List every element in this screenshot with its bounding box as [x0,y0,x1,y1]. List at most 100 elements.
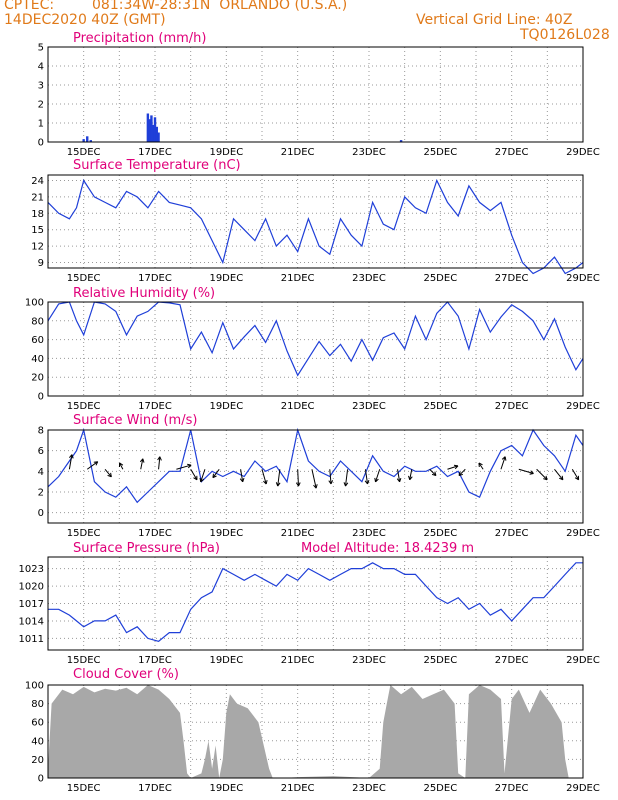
x-tick-label: 27DEC [495,147,529,158]
x-tick-label: 17DEC [138,273,172,284]
precip-bar [89,140,92,142]
wind-arrow-head [187,463,192,469]
panel-title: Precipitation (mm/h) [73,31,206,46]
wind-arrow [240,469,244,482]
x-tick-label: 15DEC [67,147,101,158]
wind-arrow [140,458,144,470]
wind-arrow [190,469,198,481]
y-tick-label: 40 [31,736,44,747]
y-tick-label: 4 [38,467,44,478]
y-tick-label: 1017 [19,599,44,610]
wind-arrow [277,469,281,487]
wind-arrow-head [478,462,483,468]
wind-arrow [554,468,564,481]
series-line [47,427,584,504]
precip-bar [150,115,153,142]
wind-arrow [536,468,548,481]
precip-bar [86,136,89,142]
x-tick-label: 15DEC [67,783,101,794]
wind-arrow [158,456,161,470]
precip-bar [148,119,151,142]
x-tick-label: 19DEC [209,655,243,666]
wind-arrow [571,469,580,481]
y-tick-label: 24 [31,176,44,187]
y-tick-label: 60 [31,335,44,346]
x-tick-label: 17DEC [138,528,172,539]
y-tick-label: 80 [31,316,44,327]
x-tick-label: 15DEC [67,401,101,412]
wind-arrow-head [529,470,534,475]
panel-title: Surface Wind (m/s) [73,413,197,428]
wind-arrow [518,468,534,474]
wind-arrow-head [313,484,318,489]
location-label: 081:34W-28:31N ORLANDO (U.S.A.) [92,0,348,13]
wind-arrow-head [199,477,205,483]
wind-arrow-head [157,456,162,461]
wind-arrow-head [239,477,245,483]
x-tick-label: 27DEC [495,273,529,284]
panel-annotation: Model Altitude: 18.4239 m [301,541,474,556]
x-tick-label: 15DEC [67,655,101,666]
wind-arrow-head [364,480,370,485]
x-tick-label: 21DEC [281,783,315,794]
y-tick-label: 40 [31,354,44,365]
x-tick-label: 19DEC [209,783,243,794]
wind-arrow-head [139,458,145,463]
wind-arrow [297,469,300,487]
wind-arrow-head [295,482,301,487]
precip-bar [155,126,158,142]
x-tick-label: 25DEC [423,273,457,284]
date-label: 14DEC2020 40Z (GMT) [4,12,166,28]
series-line [47,178,584,275]
wind-arrow-head [69,454,74,459]
panel-title: Surface Pressure (hPa) [73,541,220,556]
wind-arrow [345,469,349,487]
y-tick-label: 5 [38,43,44,54]
wind-arrow [409,469,413,480]
y-tick-label: 0 [38,138,44,149]
x-tick-label: 29DEC [566,655,600,666]
y-tick-label: 60 [31,718,44,729]
x-tick-label: 27DEC [495,401,529,412]
y-tick-label: 4 [38,62,44,73]
x-tick-label: 25DEC [423,147,457,158]
panel-frame [47,46,584,143]
x-tick-label: 17DEC [138,147,172,158]
panel-title: Surface Temperature (nC) [73,158,241,173]
wind-arrow-head [275,482,281,487]
x-tick-label: 29DEC [566,401,600,412]
x-tick-label: 15DEC [67,528,101,539]
wind-arrow-head [328,480,334,485]
y-tick-label: 1 [38,119,44,130]
precip-bar [399,140,403,142]
y-tick-label: 1011 [19,634,44,645]
wind-arrow [478,462,484,470]
x-tick-label: 21DEC [281,147,315,158]
wind-arrow-head [93,461,99,466]
panel-title: Cloud Cover (%) [73,667,179,682]
precip-bar [152,124,155,142]
wind-arrow [104,468,112,478]
panel-title: Relative Humidity (%) [73,286,215,301]
x-tick-label: 29DEC [566,273,600,284]
x-tick-label: 21DEC [281,528,315,539]
wind-arrow-head [501,456,507,461]
precip-bar [146,113,150,142]
wind-arrow [364,469,369,485]
x-tick-label: 27DEC [495,655,529,666]
panel-frame [47,174,584,269]
y-tick-label: 20 [31,755,44,766]
wind-arrow-head [574,475,580,481]
y-tick-label: 0 [38,774,44,785]
x-tick-label: 25DEC [423,655,457,666]
series-line [47,301,584,377]
x-tick-label: 25DEC [423,528,457,539]
x-tick-label: 23DEC [352,528,386,539]
y-tick-label: 18 [31,209,44,220]
wind-arrow-head [263,479,268,485]
product-code-label: TQ0126L028 [520,27,610,43]
wind-arrow-head [396,477,402,483]
x-tick-label: 17DEC [138,401,172,412]
x-tick-label: 23DEC [352,401,386,412]
